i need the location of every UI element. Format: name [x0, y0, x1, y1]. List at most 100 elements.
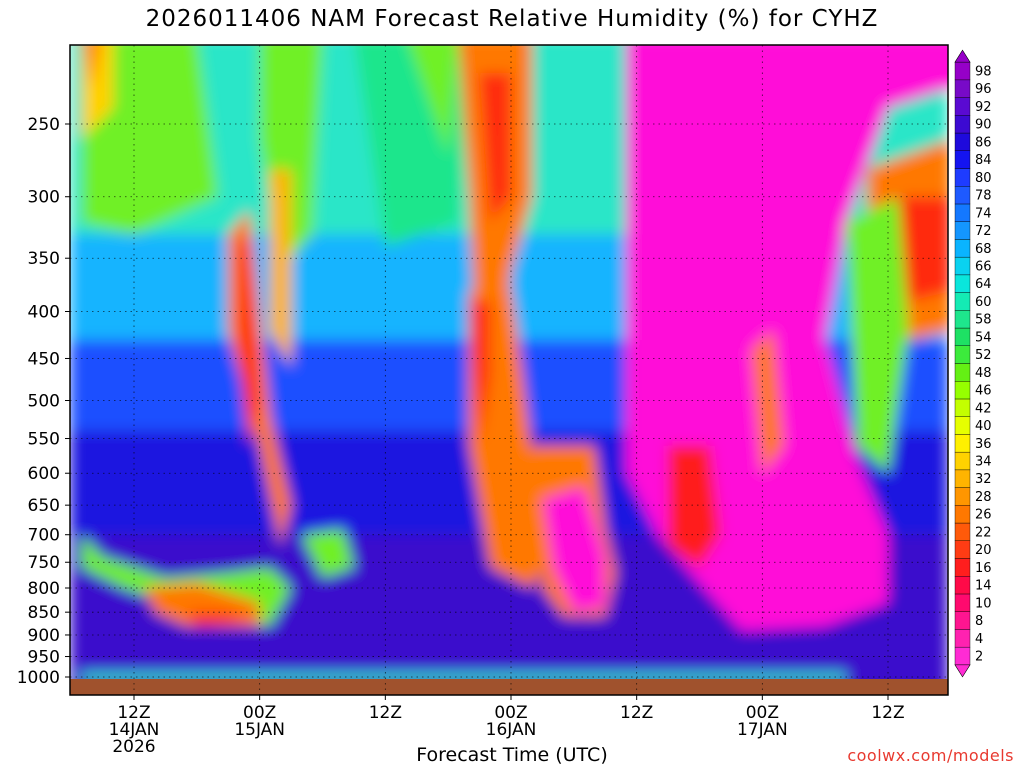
- rh-region-25: [301, 529, 354, 578]
- rh-region-5: [409, 45, 458, 155]
- y-tick-label: 700: [28, 526, 60, 546]
- rh-region-20: [846, 196, 909, 474]
- colorbar-label: 84: [975, 153, 992, 168]
- colorbar-label: 78: [975, 189, 992, 204]
- colorbar-label: 92: [975, 100, 992, 115]
- colorbar-label: 48: [975, 366, 992, 381]
- colorbar-label: 68: [975, 242, 992, 257]
- y-tick-label: 900: [28, 626, 60, 646]
- y-tick-label: 450: [28, 349, 60, 369]
- colorbar-swatch: [954, 310, 971, 329]
- rh-region-17: [751, 330, 784, 474]
- rh-region-10: [479, 73, 511, 223]
- y-tick-label: 500: [28, 392, 60, 412]
- colorbar-swatch: [954, 345, 971, 364]
- colorbar-label: 46: [975, 384, 992, 399]
- rh-region-14: [542, 486, 606, 613]
- rh-region-8: [270, 169, 292, 368]
- colorbar-swatch: [954, 239, 971, 258]
- colorbar-label: 52: [975, 348, 992, 363]
- colorbar: 2481014162022262832343640424648525458606…: [954, 49, 992, 678]
- grid-lines: [70, 45, 948, 695]
- y-tick-label: 400: [28, 302, 60, 322]
- x-tick-label: 12Z: [117, 703, 150, 723]
- x-tick-label: 12Z: [871, 703, 904, 723]
- y-tick-label: 300: [28, 188, 60, 208]
- colorbar-label: 90: [975, 118, 992, 133]
- colorbar-swatch: [954, 416, 971, 435]
- colorbar-swatch: [954, 292, 971, 311]
- colorbar-swatch: [954, 398, 971, 417]
- colorbar-label: 16: [975, 561, 992, 576]
- colorbar-swatch: [954, 274, 971, 293]
- source-credit: coolwx.com/models: [847, 746, 1014, 765]
- colorbar-swatch: [954, 540, 971, 559]
- colorbar-label: 96: [975, 82, 992, 97]
- y-tick-label: 950: [28, 648, 60, 668]
- colorbar-swatch: [954, 115, 971, 134]
- x-tick-label: 12Z: [620, 703, 653, 723]
- x-tick-label: 17JAN: [737, 720, 788, 740]
- colorbar-label: 80: [975, 171, 992, 186]
- colorbar-swatch: [954, 61, 971, 81]
- rh-region-2: [83, 45, 101, 91]
- rh-region-16: [668, 445, 721, 568]
- x-tick-label: 16JAN: [486, 720, 537, 740]
- colorbar-label: 98: [975, 65, 992, 80]
- y-tick-label: 650: [28, 496, 60, 516]
- rh-region-19: [888, 196, 948, 302]
- colorbar-swatch: [954, 363, 971, 382]
- colorbar-label: 34: [975, 455, 992, 470]
- colorbar-swatch: [954, 522, 971, 541]
- colorbar-label: 2: [975, 650, 983, 665]
- x-tick-label: 00Z: [494, 703, 527, 723]
- colorbar-high-arrow: [954, 49, 971, 63]
- colorbar-swatch: [954, 150, 971, 169]
- colorbar-label: 22: [975, 525, 992, 540]
- y-axis: 250 300 350 400 450 500 550 600 650 700 750 800 850 9…: [17, 115, 70, 688]
- colorbar-swatch: [954, 256, 971, 276]
- colorbar-low-arrow: [954, 664, 971, 678]
- colorbar-label: 4: [975, 632, 983, 647]
- colorbar-swatch: [954, 629, 971, 648]
- colorbar-label: 66: [975, 260, 992, 275]
- colorbar-swatch: [954, 186, 971, 205]
- colorbar-label: 28: [975, 490, 992, 505]
- y-tick-label: 850: [28, 603, 60, 623]
- y-tick-label: 1000: [17, 668, 60, 688]
- colorbar-label: 8: [975, 614, 983, 629]
- colorbar-label: 32: [975, 472, 992, 487]
- colorbar-swatch: [954, 576, 971, 595]
- x-tick-label: 14JAN: [109, 720, 160, 740]
- colorbar-swatch: [954, 327, 971, 346]
- colorbar-swatch: [954, 646, 971, 666]
- y-tick-label: 550: [28, 430, 60, 450]
- colorbar-label: 14: [975, 579, 992, 594]
- x-tick-label: 00Z: [243, 703, 276, 723]
- colorbar-label: 86: [975, 135, 992, 150]
- colorbar-label: 42: [975, 401, 992, 416]
- plot-frame: [69, 44, 949, 696]
- colorbar-swatch: [954, 487, 971, 506]
- colorbar-swatch: [954, 505, 971, 524]
- x-tick-label: 15JAN: [234, 720, 285, 740]
- x-tick-label: 2026: [112, 737, 155, 757]
- rh-region-0: [81, 45, 218, 235]
- colorbar-label: 64: [975, 277, 992, 292]
- chart-title: 2026011406 NAM Forecast Relative Humidit…: [145, 6, 879, 32]
- colorbar-swatch: [954, 469, 971, 488]
- colorbar-label: 60: [975, 295, 992, 310]
- colorbar-label: 58: [975, 313, 992, 328]
- x-axis-label: Forecast Time (UTC): [416, 744, 608, 766]
- colorbar-swatch: [954, 558, 971, 577]
- y-tick-label: 600: [28, 464, 60, 484]
- rh-heatmap: [70, 45, 948, 695]
- terrain-fill: [70, 678, 948, 695]
- colorbar-label: 54: [975, 330, 992, 345]
- colorbar-swatch: [954, 203, 971, 222]
- colorbar-swatch: [954, 593, 971, 612]
- colorbar-label: 26: [975, 508, 992, 523]
- y-tick-label: 350: [28, 249, 60, 269]
